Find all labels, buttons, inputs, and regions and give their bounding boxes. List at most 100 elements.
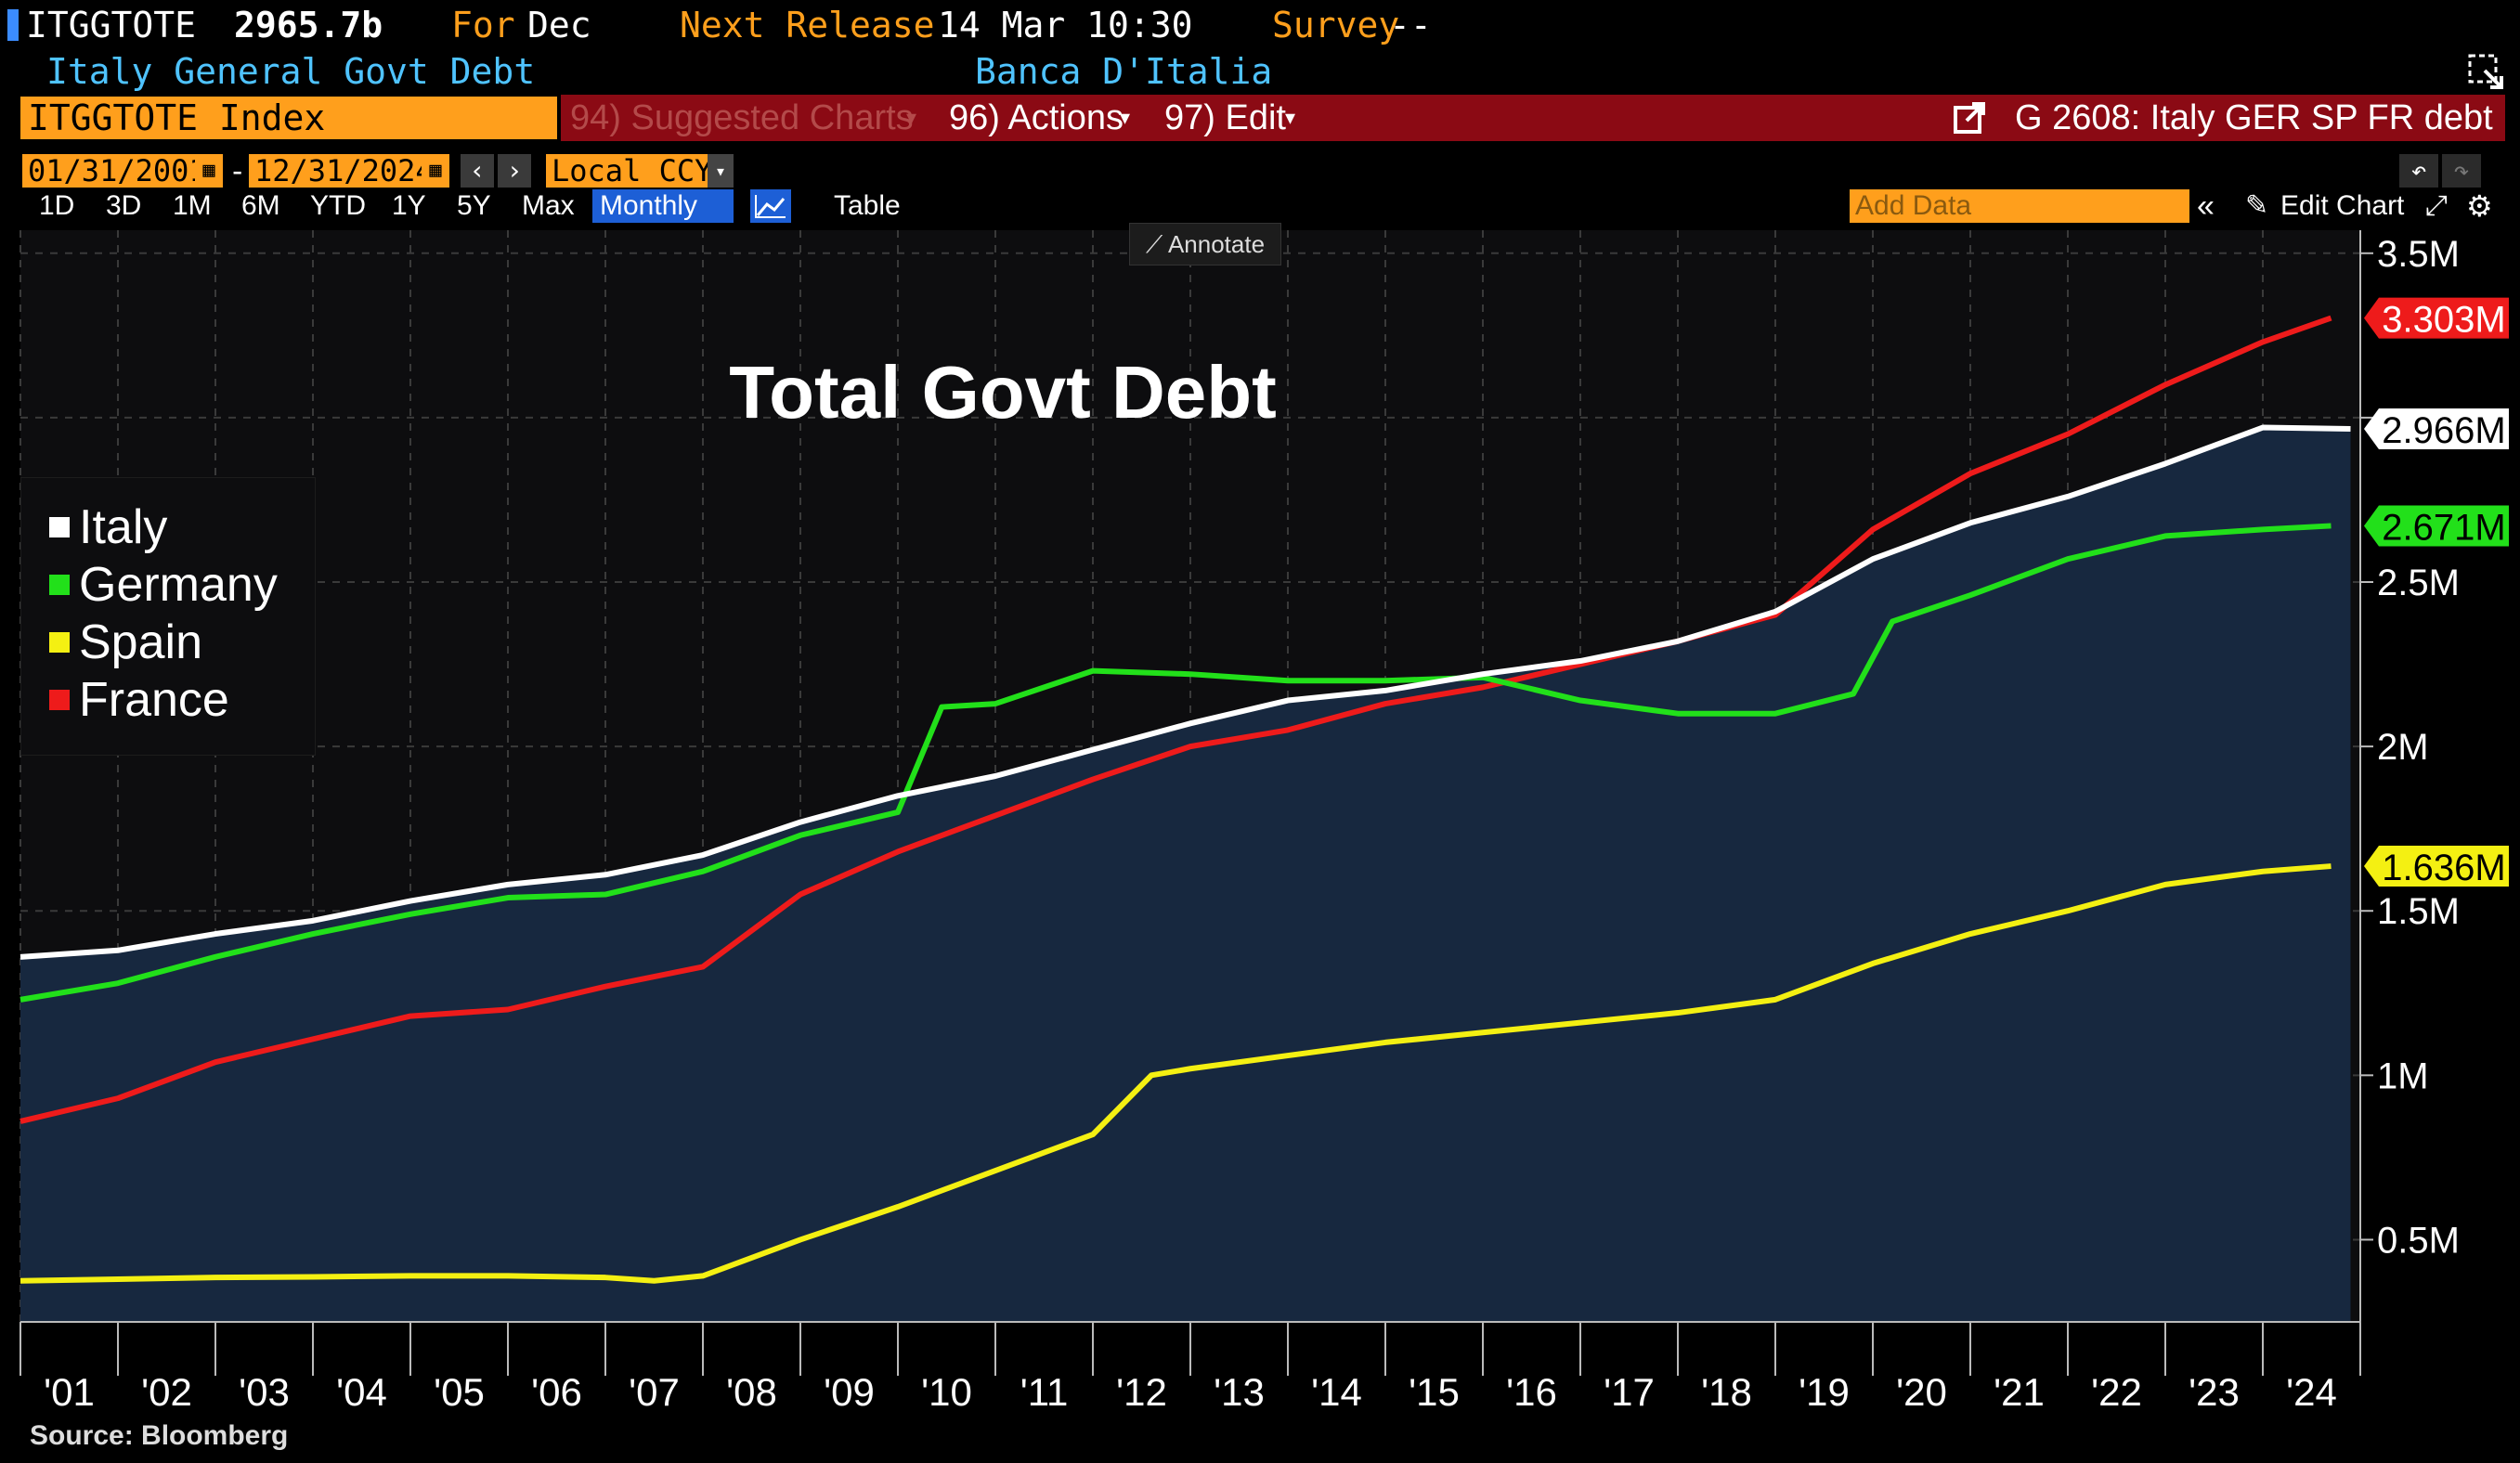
legend-swatch-italy: [49, 517, 70, 537]
period-6m[interactable]: 6M: [241, 190, 280, 221]
last-value-tag: [2364, 505, 2509, 547]
action-bar: 94) Suggested Charts ▾ 96) Actions ▾ 97)…: [561, 95, 2505, 141]
security-name: Italy General Govt Debt: [46, 51, 536, 92]
last-value: 2965.7b: [234, 5, 383, 45]
for-label: For: [451, 5, 515, 45]
x-tick-label: '23: [2189, 1370, 2240, 1414]
redo-button[interactable]: ↷: [2442, 154, 2481, 188]
legend-item-germany: Germany: [21, 556, 315, 614]
actions-caret[interactable]: ▾: [1120, 106, 1131, 129]
edit-chart-button[interactable]: Edit Chart: [2280, 190, 2405, 221]
edit-menu[interactable]: 97) Edit: [1164, 98, 1286, 137]
x-tick-label: '18: [1701, 1370, 1752, 1414]
x-tick-label: '10: [921, 1370, 972, 1414]
x-axis: '01 '02 '03 '04 '05 '06 '07 '08 '09 '10 '11 '12 '13 '…: [19, 1321, 2361, 1414]
y-axis: 0.5M 1M 1.5M 2M 2.5M 3.5M: [2359, 230, 2460, 1322]
x-tick-label: '12: [1116, 1370, 1167, 1414]
legend-item-france: France: [21, 671, 315, 729]
source-name: Banca D'Italia: [975, 51, 1273, 92]
series-line-germany: [19, 523, 2332, 1003]
suggested-charts-caret[interactable]: ▾: [906, 106, 917, 129]
x-tick-label: '15: [1409, 1370, 1460, 1414]
x-tick-label: '06: [531, 1370, 582, 1414]
plot-background: [20, 230, 2360, 1322]
legend-label: France: [79, 673, 229, 727]
last-value-tag: [2364, 297, 2509, 339]
survey-label: Survey: [1272, 5, 1400, 45]
suggested-charts-menu[interactable]: 94) Suggested Charts: [570, 98, 914, 137]
x-tick-label: '13: [1214, 1370, 1265, 1414]
edit-caret[interactable]: ▾: [1285, 106, 1296, 129]
period-bar: 1D 3D 1M 6M YTD 1Y 5Y Max Monthly ▼ Tabl…: [0, 186, 2520, 254]
period-1y[interactable]: 1Y: [392, 190, 426, 221]
legend-label: Italy: [79, 500, 168, 554]
export-icon[interactable]: [1952, 100, 1989, 149]
currency-caret[interactable]: ▾: [708, 154, 734, 188]
period-1m[interactable]: 1M: [173, 190, 212, 221]
index-field[interactable]: ITGGTOTE Index: [20, 97, 557, 139]
end-calendar-icon[interactable]: ▦: [422, 154, 449, 188]
period-5y[interactable]: 5Y: [457, 190, 491, 221]
ticker-marker: [7, 9, 19, 41]
start-calendar-icon[interactable]: ▦: [195, 154, 223, 188]
x-tick-label: '22: [2091, 1370, 2142, 1414]
annotate-label: Annotate: [1167, 230, 1266, 258]
settings-gear-icon[interactable]: ⚙: [2466, 189, 2493, 223]
period-max[interactable]: Max: [522, 190, 575, 221]
end-date-field[interactable]: 12/31/2024: [249, 154, 434, 188]
x-tick-label: '07: [629, 1370, 680, 1414]
range-dash: -: [228, 153, 247, 188]
x-tick-label: '11: [1020, 1370, 1069, 1414]
series-line-spain: [19, 863, 2332, 1284]
prev-period-button[interactable]: ‹: [461, 154, 494, 188]
table-tab[interactable]: Table: [834, 190, 901, 221]
currency-select[interactable]: Local CCY: [546, 154, 712, 188]
command-bar: ITGGTOTE Index 94) Suggested Charts ▾ 96…: [0, 93, 2520, 145]
chart-title-label: G 2608: Italy GER SP FR debt: [2015, 98, 2493, 137]
last-value-tag: [2364, 408, 2509, 449]
x-tick-label: '05: [434, 1370, 485, 1414]
undo-button[interactable]: ↶: [2399, 154, 2438, 188]
last-value-text: 2.966M: [2382, 410, 2505, 451]
expand-icon[interactable]: ⤢: [2425, 190, 2448, 221]
legend-swatch-france: [49, 690, 70, 710]
x-tick-label: '03: [239, 1370, 290, 1414]
last-value-label-france: 3.303M: [2364, 297, 2509, 341]
add-data-input[interactable]: Add Data: [1850, 189, 2189, 223]
x-tick-label: '04: [336, 1370, 387, 1414]
period-ytd[interactable]: YTD: [310, 190, 366, 221]
x-tick-label: '24: [2286, 1370, 2337, 1414]
last-value-label-italy: 2.966M: [2364, 408, 2509, 451]
x-tick-label: '17: [1604, 1370, 1655, 1414]
legend-item-italy: Italy: [21, 498, 315, 556]
legend-label: Germany: [79, 558, 278, 612]
y-tick-label: 1.5M: [2377, 891, 2460, 932]
popout-icon[interactable]: [2466, 52, 2507, 102]
x-tick-label: '16: [1506, 1370, 1557, 1414]
last-value-label-germany: 2.671M: [2364, 505, 2509, 548]
actions-menu[interactable]: 96) Actions: [949, 98, 1124, 137]
x-tick-label: '14: [1311, 1370, 1362, 1414]
y-tick-label: 3.5M: [2377, 234, 2460, 275]
legend-label: Spain: [79, 615, 202, 669]
annotate-button[interactable]: ⟋ Annotate: [1129, 223, 1281, 265]
last-value-text: 2.671M: [2382, 507, 2505, 548]
last-value-text: 1.636M: [2382, 848, 2505, 888]
chart-type-icon[interactable]: [750, 189, 791, 223]
frequency-select[interactable]: Monthly ▼: [592, 189, 734, 254]
chart-title: Total Govt Debt: [729, 351, 1277, 434]
period-1d[interactable]: 1D: [39, 190, 75, 221]
collapse-icon[interactable]: «: [2197, 188, 2215, 224]
grid-lines: [19, 230, 2361, 1322]
next-period-button[interactable]: ›: [498, 154, 531, 188]
last-value-tag: [2364, 846, 2509, 887]
last-value-label-spain: 1.636M: [2364, 846, 2509, 888]
pencil-icon[interactable]: ✎: [2245, 190, 2269, 221]
next-release-value: 14 Mar 10:30: [938, 5, 1193, 45]
legend-swatch-spain: [49, 632, 70, 653]
survey-value: --: [1389, 5, 1432, 45]
x-tick-label: '20: [1896, 1370, 1947, 1414]
start-date-field[interactable]: 01/31/2001: [22, 154, 207, 188]
period-3d[interactable]: 3D: [106, 190, 142, 221]
x-tick-label: '08: [726, 1370, 777, 1414]
